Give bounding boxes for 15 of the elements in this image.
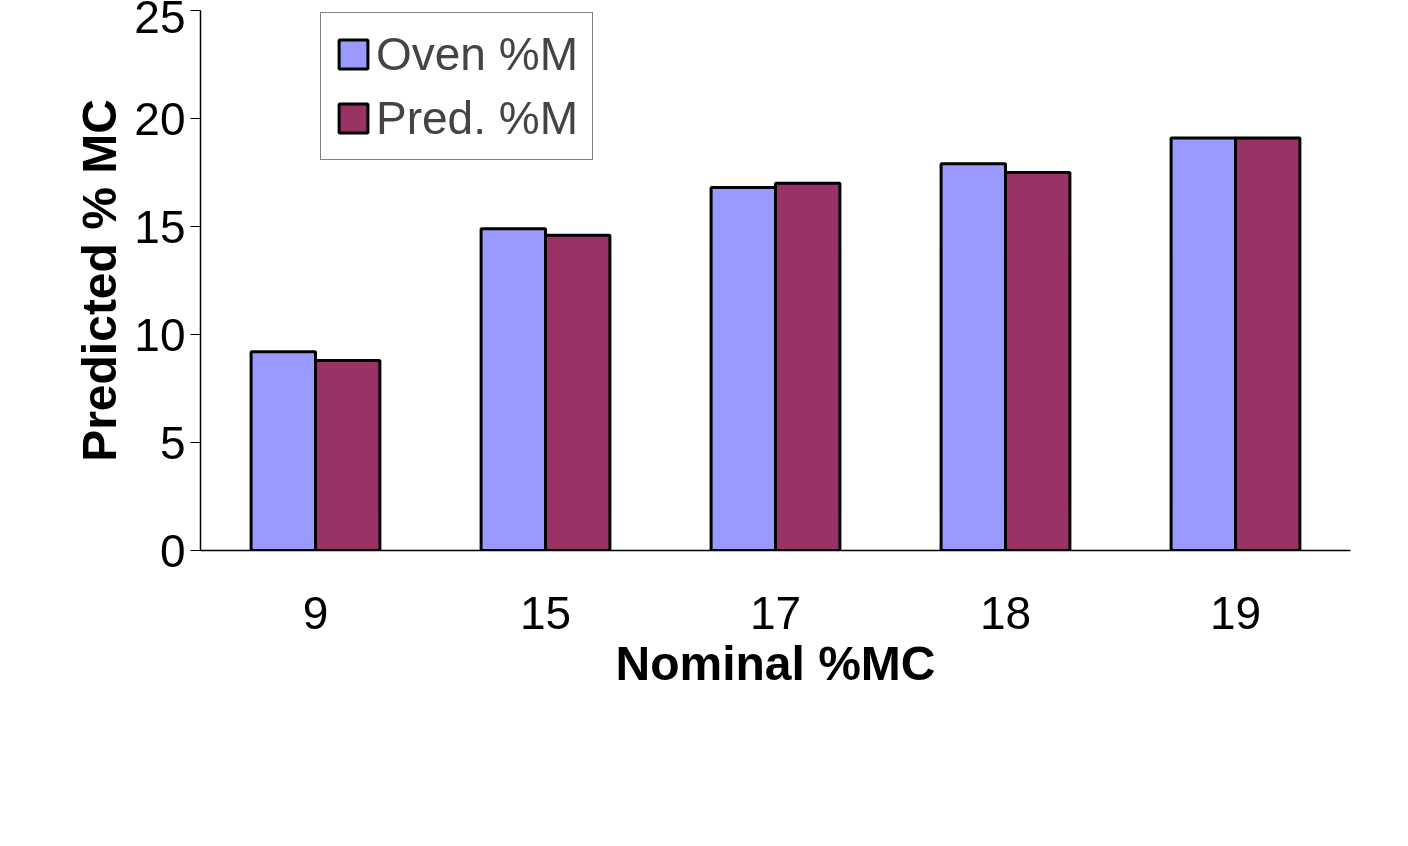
y-axis-title: Predicted % MC — [73, 99, 127, 462]
x-tick-label: 17 — [749, 586, 802, 639]
y-tick-label: 20 — [134, 92, 186, 145]
legend-label: Pred. %M — [376, 91, 578, 145]
y-tick-label: 25 — [134, 0, 186, 43]
x-tick-label: 18 — [979, 586, 1032, 639]
x-tick-label: 19 — [1209, 586, 1262, 639]
x-tick-label: 9 — [302, 586, 329, 639]
y-tick-label: 15 — [134, 200, 186, 253]
y-tick-label: 10 — [134, 308, 186, 361]
x-axis-title: Nominal %MC — [615, 636, 936, 690]
x-tick-label: 15 — [519, 586, 572, 639]
legend-label: Oven %M — [376, 27, 578, 81]
y-tick-label: 5 — [159, 416, 186, 469]
y-tick-label: 0 — [159, 524, 186, 577]
